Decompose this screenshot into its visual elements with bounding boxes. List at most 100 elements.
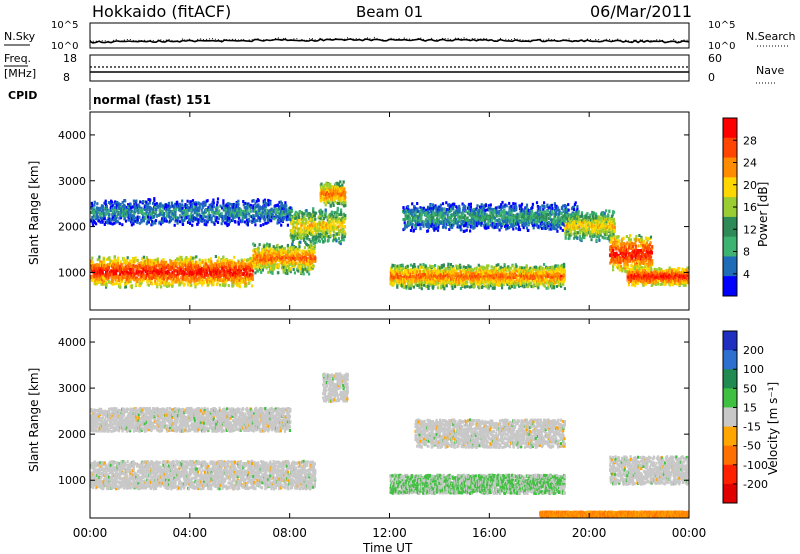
freq-tick-top: 18 — [63, 52, 77, 65]
power-cell — [324, 226, 327, 230]
power-cell — [193, 276, 196, 280]
power-cell — [339, 190, 342, 194]
power-cell — [305, 257, 308, 261]
power-cell — [342, 180, 345, 184]
power-cell — [390, 269, 393, 273]
power-cell — [238, 272, 241, 276]
frequency-panel: Freq. [MHz] 18 8 60 0 Nave — [4, 52, 784, 84]
power-cell — [142, 275, 145, 279]
power-cell — [195, 255, 198, 259]
power-cell — [510, 281, 513, 285]
power-cell — [410, 282, 413, 286]
power-cell — [313, 214, 316, 218]
power-cell — [303, 246, 306, 250]
power-cell — [309, 212, 312, 216]
power-cell — [396, 283, 399, 287]
power-cell — [540, 281, 543, 285]
power-cell — [202, 277, 205, 281]
power-cell — [509, 275, 512, 279]
power-cell — [166, 285, 169, 288]
power-cell — [163, 261, 166, 265]
power-cell — [179, 259, 182, 263]
power-cell — [426, 275, 429, 279]
power-cell — [201, 260, 204, 264]
power-cell — [134, 283, 138, 286]
power-cell — [224, 282, 227, 286]
power-cell — [526, 269, 529, 273]
power-cell — [217, 266, 220, 270]
power-cell — [310, 224, 313, 228]
power-cell — [495, 263, 498, 267]
power-cell — [478, 285, 481, 289]
power-cell — [344, 195, 347, 199]
power-cell — [293, 220, 296, 224]
power-cell — [310, 248, 313, 252]
power-cell — [411, 269, 414, 273]
power-cell — [511, 285, 514, 288]
power-cell — [198, 268, 201, 272]
power-cell — [268, 258, 271, 262]
power-cell — [516, 276, 519, 280]
power-cell — [144, 277, 148, 280]
power-cell — [137, 273, 140, 277]
power-cell — [209, 261, 212, 265]
power-cell — [117, 284, 121, 288]
power-cell — [296, 234, 299, 238]
power-cell — [291, 257, 294, 260]
power-cell — [161, 268, 164, 272]
power-cell — [300, 236, 303, 240]
power-cell — [239, 271, 242, 275]
power-cell — [337, 213, 341, 217]
power-cell — [308, 217, 311, 221]
power-cell — [224, 280, 227, 284]
power-cell — [232, 260, 235, 264]
power-cell — [305, 233, 308, 237]
power-cell — [106, 268, 109, 272]
power-cell — [333, 198, 336, 202]
power-cell — [204, 270, 207, 274]
power-cell — [425, 285, 428, 289]
power-cell — [306, 249, 309, 253]
power-cell — [270, 259, 274, 262]
power-cell — [443, 277, 446, 281]
power-cell — [126, 256, 129, 260]
power-cell — [287, 264, 290, 268]
power-cell — [96, 269, 99, 273]
power-cell — [250, 268, 253, 272]
power-cell — [505, 277, 508, 281]
power-cell — [183, 278, 186, 282]
power-cell — [420, 287, 423, 291]
power-cell — [509, 266, 512, 270]
power-cell — [116, 263, 119, 267]
power-cell — [311, 216, 314, 220]
power-cell — [504, 271, 507, 274]
power-cell — [294, 262, 297, 265]
power-cell — [201, 273, 204, 277]
power-cell — [312, 210, 315, 214]
power-cell — [195, 262, 198, 266]
power-cell — [91, 260, 94, 264]
power-cell — [296, 213, 299, 217]
power-cell — [182, 277, 185, 281]
power-cell — [144, 270, 147, 274]
power-cell — [203, 262, 206, 266]
power-cell — [444, 282, 447, 286]
power-cell — [98, 263, 101, 267]
power-data-layer — [90, 180, 689, 291]
power-cell — [337, 233, 341, 237]
power-cell — [341, 227, 344, 231]
power-cell — [314, 259, 317, 263]
power-cell — [221, 266, 224, 270]
power-cell — [93, 279, 96, 283]
power-cell — [267, 257, 270, 260]
power-cell — [335, 218, 338, 221]
power-cell — [199, 262, 202, 266]
power-cell — [130, 277, 133, 281]
power-cell — [159, 281, 162, 285]
power-cell — [90, 279, 93, 282]
power-cell — [194, 285, 197, 289]
power-cell — [270, 264, 274, 268]
power-cell — [306, 270, 309, 274]
power-cell — [119, 282, 122, 286]
power-cell — [542, 280, 545, 284]
